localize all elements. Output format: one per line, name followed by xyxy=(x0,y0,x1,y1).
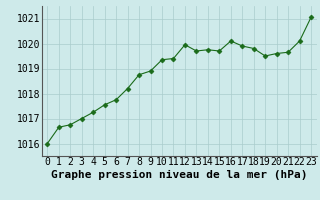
X-axis label: Graphe pression niveau de la mer (hPa): Graphe pression niveau de la mer (hPa) xyxy=(51,170,308,180)
